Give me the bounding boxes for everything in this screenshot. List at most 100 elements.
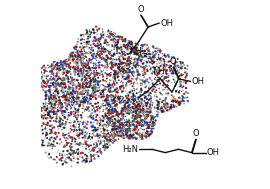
Point [127,66,131,69]
Point [114,90,119,93]
Point [75,62,80,65]
Point [144,53,149,56]
Point [58,99,63,102]
Point [75,86,80,89]
Point [155,47,159,50]
Point [130,66,135,69]
Point [79,151,84,154]
Point [169,67,173,70]
Point [62,77,66,80]
Point [90,136,94,139]
Point [87,110,91,113]
Point [122,134,126,137]
Point [113,43,117,46]
Point [89,144,93,147]
Point [116,95,121,98]
Point [111,141,115,144]
Point [99,105,103,108]
Point [86,67,90,70]
Point [59,84,63,88]
Point [101,34,105,37]
Point [133,98,137,101]
Point [68,81,72,84]
Point [103,32,108,35]
Point [105,69,109,72]
Point [104,66,108,69]
Point [94,89,98,92]
Point [134,57,138,60]
Point [82,83,86,86]
Point [54,112,59,115]
Point [80,64,84,67]
Point [112,128,117,131]
Point [143,134,147,137]
Point [114,63,118,66]
Point [112,63,116,66]
Point [106,119,111,122]
Point [148,56,153,59]
Point [115,46,119,49]
Point [104,143,109,146]
Point [44,107,48,110]
Point [104,143,108,146]
Point [77,133,82,136]
Point [51,96,56,99]
Point [114,58,119,61]
Point [89,31,93,34]
Point [116,71,120,74]
Point [126,71,130,74]
Point [112,136,116,139]
Point [156,106,160,109]
Point [73,151,78,154]
Point [110,136,114,139]
Point [97,80,102,83]
Point [151,60,156,63]
Point [128,53,133,56]
Point [122,136,126,139]
Point [136,122,140,125]
Point [147,90,151,93]
Point [55,68,59,71]
Point [101,93,106,96]
Point [124,43,128,46]
Point [62,159,67,162]
Point [45,108,50,111]
Point [112,37,116,40]
Point [151,127,156,130]
Point [144,110,148,113]
Point [79,48,84,51]
Point [153,86,158,89]
Point [84,69,88,72]
Point [56,149,60,152]
Point [69,96,73,99]
Point [166,53,170,56]
Point [44,123,48,126]
Point [95,74,99,77]
Point [114,109,118,112]
Point [111,66,115,69]
Point [119,134,124,137]
Point [41,122,46,125]
Point [153,91,157,94]
Point [54,83,59,86]
Point [63,161,68,164]
Point [40,141,45,144]
Point [147,134,151,137]
Point [61,96,65,99]
Point [169,65,173,68]
Point [67,70,71,73]
Point [76,67,80,70]
Point [163,75,168,78]
Point [93,64,98,67]
Point [94,64,99,67]
Point [72,67,76,70]
Point [91,117,95,120]
Point [96,119,100,122]
Point [164,65,168,68]
Point [142,59,146,62]
Point [45,83,50,86]
Point [69,110,73,113]
Point [71,125,76,128]
Point [176,75,180,78]
Point [164,101,169,104]
